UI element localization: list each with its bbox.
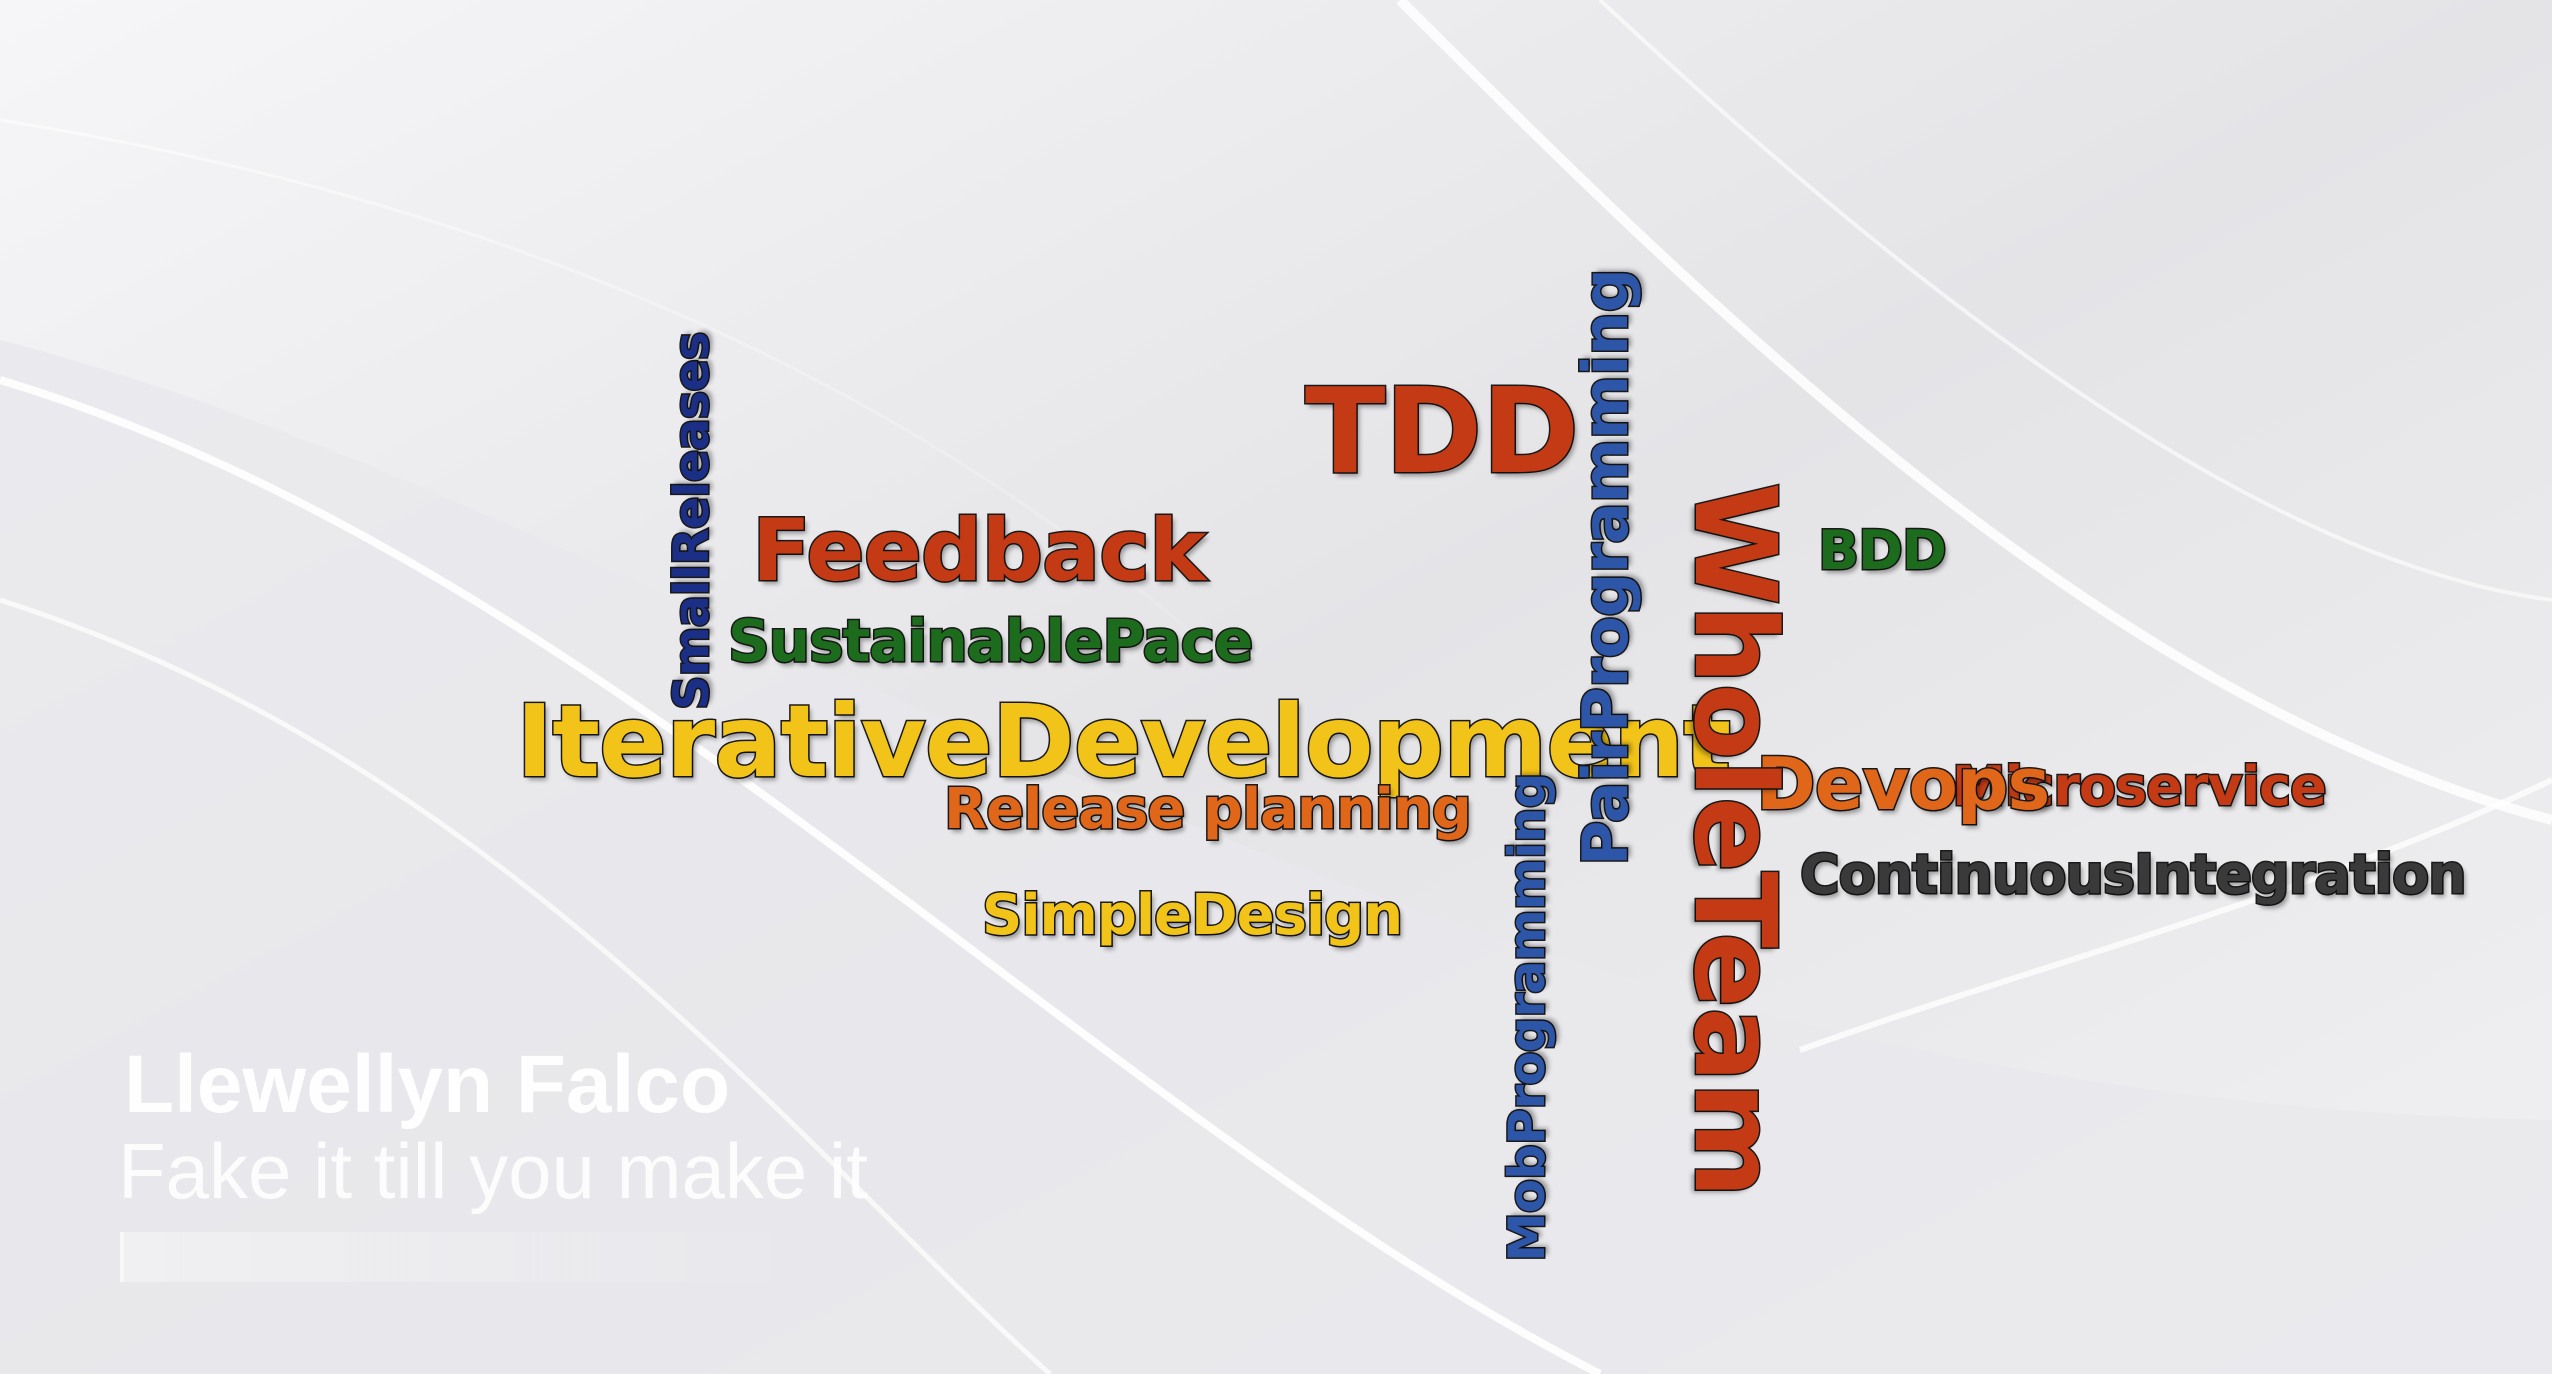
overlay-divider [120,1232,814,1282]
word-sustainable-pace: SustainablePace [726,607,1254,675]
word-mob-programming: MobProgramming [1497,772,1558,1263]
talk-title: Fake it till you make it [118,1127,868,1215]
word-feedback: Feedback [750,501,1207,601]
word-tdd: TDD [1303,362,1580,500]
word-whole-team: WholeTeam [1668,481,1801,1199]
word-bdd: BDD [1817,519,1949,582]
speaker-name: Llewellyn Falco [124,1039,731,1130]
word-iterative-development: IterativeDevelopment [514,683,1732,800]
word-pair-programming: PairProgramming [1568,268,1644,868]
word-small-releases: SmallReleases [663,331,722,712]
word-devops: Devops [1754,742,2051,826]
word-continuous-integration: ContinuousIntegration [1799,843,2469,906]
word-release-planning: Release planning [943,777,1474,842]
word-simple-design: SimpleDesign [980,883,1404,948]
word-microservice: Microservice [1951,755,2329,818]
